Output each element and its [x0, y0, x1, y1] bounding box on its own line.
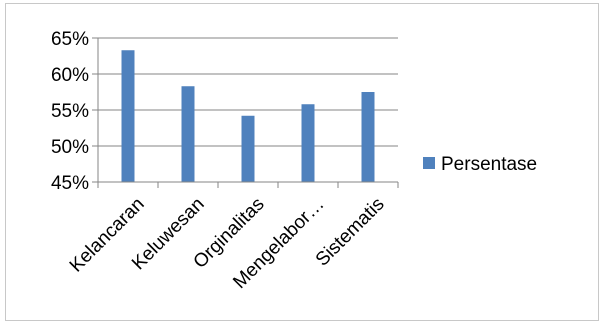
x-tick-labels: KelancaranKeluwesanOrginalitasMengelabor…: [66, 194, 389, 293]
legend-swatch-persentase: [423, 157, 435, 169]
y-tick-label: 55%: [51, 101, 89, 122]
y-tick-label: 65%: [51, 29, 89, 50]
bar-sistematis: [361, 92, 375, 182]
y-tick-labels: 45% 50% 55% 60% 65%: [51, 29, 89, 194]
axes: [92, 37, 399, 188]
legend: Persentase: [423, 154, 537, 175]
y-tick-label: 50%: [51, 137, 89, 158]
y-tick-label: 60%: [51, 65, 89, 86]
bar-keluwesan: [181, 86, 195, 182]
bar-mengelabor: [301, 104, 315, 182]
bar-chart: 45% 50% 55% 60% 65% KelancaranKeluwesanOrgin…: [51, 29, 537, 293]
bars: [121, 50, 375, 182]
y-tick-label: 45%: [51, 173, 89, 194]
bar-orginalitas: [241, 115, 255, 182]
bar-kelancaran: [121, 50, 135, 182]
legend-label-persentase: Persentase: [441, 154, 537, 175]
chart-frame: 45% 50% 55% 60% 65% Kelancaran Keluwesan Orgin…: [5, 3, 599, 321]
